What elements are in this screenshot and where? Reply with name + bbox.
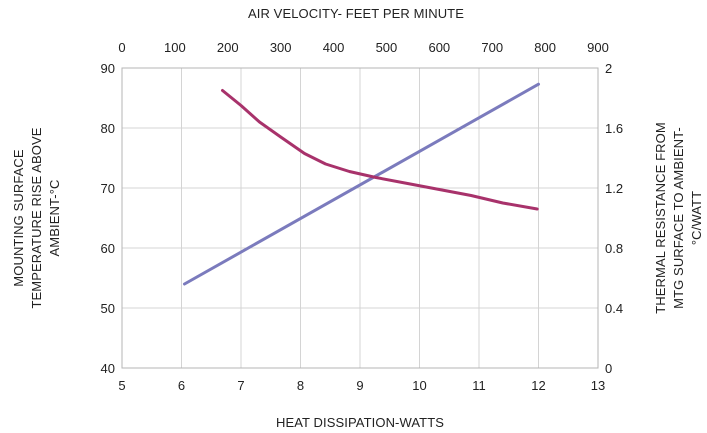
left-axis-tick-label: 70	[101, 181, 115, 196]
top-axis-tick-label: 700	[481, 40, 503, 55]
series-line	[183, 82, 540, 286]
left-axis-title: MOUNTING SURFACE TEMPERATURE RISE ABOVE …	[11, 127, 62, 308]
bottom-axis-tick-label: 8	[297, 378, 304, 393]
right-axis-tick-label: 0.4	[605, 301, 623, 316]
left-axis-title-line: MOUNTING SURFACE	[11, 149, 26, 287]
right-axis-tick-label: 1.2	[605, 181, 623, 196]
series-line	[221, 89, 539, 211]
left-axis-title-line: AMBIENT-°C	[47, 180, 62, 257]
bottom-axis-title: HEAT DISSIPATION-WATTS	[276, 415, 444, 430]
left-axis-tick-label: 50	[101, 301, 115, 316]
top-axis-tick-label: 0	[118, 40, 125, 55]
left-axis-title-line: TEMPERATURE RISE ABOVE	[29, 127, 44, 308]
top-axis-tick-label: 600	[428, 40, 450, 55]
grid-lines	[121, 67, 599, 369]
right-axis-tick-label: 2	[605, 61, 612, 76]
left-axis-tick-label: 90	[101, 61, 115, 76]
top-axis-tick-label: 100	[164, 40, 186, 55]
top-axis-tick-label: 300	[270, 40, 292, 55]
top-axis-tick-label: 500	[376, 40, 398, 55]
bottom-axis-tick-label: 12	[531, 378, 545, 393]
tick-labels: 5 6 7 8 9 10 11 12 130 100 200 300 400 500 600 700 800 90…	[101, 40, 624, 393]
top-axis-tick-label: 800	[534, 40, 556, 55]
top-axis-tick-label: 200	[217, 40, 239, 55]
left-axis-tick-label: 80	[101, 121, 115, 136]
bottom-axis-tick-label: 10	[412, 378, 426, 393]
plot-frame	[121, 67, 599, 369]
series-lines	[183, 82, 540, 286]
top-axis-tick-label: 400	[323, 40, 345, 55]
right-axis-tick-label: 0.8	[605, 241, 623, 256]
bottom-axis-tick-label: 6	[178, 378, 185, 393]
bottom-axis-tick-label: 7	[237, 378, 244, 393]
right-axis-tick-label: 1.6	[605, 121, 623, 136]
left-axis-tick-label: 60	[101, 241, 115, 256]
top-axis-tick-label: 900	[587, 40, 609, 55]
left-axis-tick-label: 40	[101, 361, 115, 376]
bottom-axis-tick-label: 5	[118, 378, 125, 393]
bottom-axis-tick-label: 9	[356, 378, 363, 393]
right-axis-title-line: °C/WATT	[689, 191, 704, 245]
right-axis-tick-label: 0	[605, 361, 612, 376]
right-axis-title: THERMAL RESISTANCE FROM MTG SURFACE TO A…	[653, 122, 704, 314]
right-axis-title-line: THERMAL RESISTANCE FROM	[653, 122, 668, 314]
right-axis-title-line: MTG SURFACE TO AMBIENT-	[671, 127, 686, 309]
bottom-axis-tick-label: 13	[591, 378, 605, 393]
bottom-axis-tick-label: 11	[472, 378, 486, 393]
top-axis-title: AIR VELOCITY- FEET PER MINUTE	[248, 6, 464, 21]
